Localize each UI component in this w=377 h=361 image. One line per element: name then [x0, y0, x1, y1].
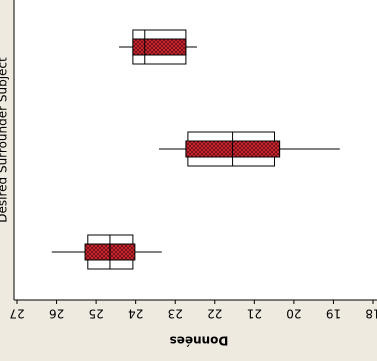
x-tick-label: 20	[286, 307, 301, 321]
x-tick-label: 25	[88, 307, 103, 321]
x-tick-label: 23	[168, 307, 183, 321]
x-tick-label: 26	[49, 307, 64, 321]
median-ci	[132, 38, 187, 56]
x-tick-label: 22	[207, 307, 222, 321]
y-axis-label: Desired Surrounder Subject	[0, 57, 10, 223]
x-tick-label: 19	[326, 307, 341, 321]
x-tick-label: 21	[247, 307, 262, 321]
x-tick-label: 27	[9, 307, 24, 321]
x-tick-label: 18	[365, 307, 377, 321]
x-tick-label: 24	[128, 307, 143, 321]
x-axis-label: Données	[170, 334, 229, 348]
